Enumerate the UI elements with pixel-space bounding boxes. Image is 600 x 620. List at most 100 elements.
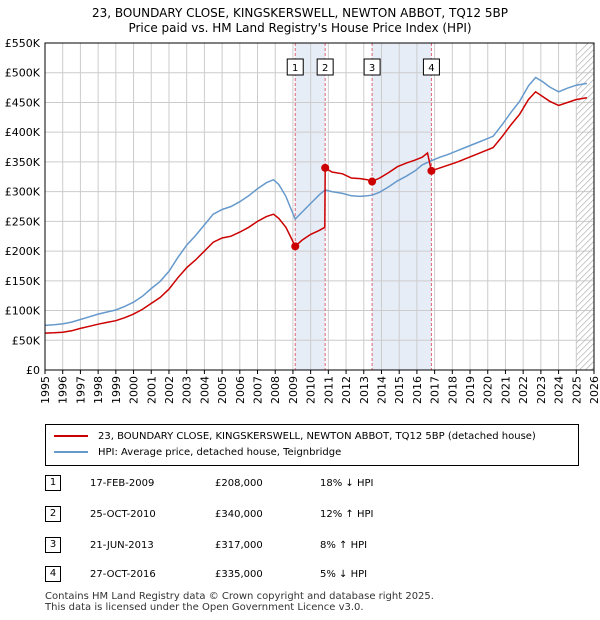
hatch-line <box>576 337 595 356</box>
hatch-line <box>576 223 595 242</box>
hatch-line <box>576 325 595 344</box>
hatch-line <box>576 139 595 158</box>
hatch-line <box>576 241 595 260</box>
transaction-number: 4 <box>45 566 61 582</box>
hatch-line <box>576 175 595 194</box>
hatch-line <box>576 319 595 338</box>
hatch-line <box>576 307 595 326</box>
hatch-line <box>576 343 595 362</box>
y-tick-label: £400K <box>5 126 41 139</box>
x-tick-label: 2014 <box>375 376 388 404</box>
hatch-line <box>576 115 595 134</box>
hatch-line <box>576 271 595 290</box>
hatch-line <box>576 121 595 140</box>
y-tick-label: £350K <box>5 156 41 169</box>
transaction-price: £208,000 <box>215 478 263 489</box>
legend-swatch-property <box>54 435 88 437</box>
y-tick-label: £100K <box>5 305 41 318</box>
transaction-marker-label: 2 <box>322 63 328 74</box>
footer-copyright: Contains HM Land Registry data © Crown c… <box>45 591 434 602</box>
hatch-line <box>576 43 589 56</box>
hatch-line <box>576 133 595 152</box>
y-tick-label: £0 <box>26 364 40 377</box>
hatch-line <box>576 217 595 236</box>
price-chart: 1 2 3 4 £0 £50K £100K £150K £200K £250K £300K £350… <box>5 37 600 404</box>
sale-point <box>427 166 436 175</box>
x-tick-label: 1996 <box>57 376 70 404</box>
chart-subtitle: Price paid vs. HM Land Registry's House … <box>128 21 472 35</box>
x-tick-label: 2007 <box>252 376 265 404</box>
transaction-hpi: 8% ↑ HPI <box>320 540 368 551</box>
hatch-line <box>576 247 595 266</box>
transaction-hpi: 12% ↑ HPI <box>320 509 374 520</box>
x-tick-label: 2002 <box>163 376 176 404</box>
x-tick-label: 2019 <box>464 376 477 404</box>
hatch-line <box>584 361 595 370</box>
sale-point <box>368 177 377 186</box>
transaction-row: 4 27-OCT-2016 £335,000 5% ↓ HPI <box>45 566 445 584</box>
transaction-date: 25-OCT-2010 <box>90 509 156 520</box>
transaction-marker-label: 1 <box>292 63 298 74</box>
transaction-price: £335,000 <box>215 569 263 580</box>
transaction-marker-box <box>363 58 381 76</box>
hatch-line <box>576 127 595 146</box>
x-tick-label: 2015 <box>393 376 406 404</box>
hatch-line <box>576 295 595 314</box>
transaction-row: 3 21-JUN-2013 £317,000 8% ↑ HPI <box>45 537 445 555</box>
hatch-line <box>576 301 595 320</box>
plot-frame <box>44 42 595 371</box>
transaction-date: 17-FEB-2009 <box>90 478 155 489</box>
hatch-line <box>576 169 595 188</box>
transaction-row: 1 17-FEB-2009 £208,000 18% ↓ HPI <box>45 475 445 493</box>
transaction-hpi: 18% ↓ HPI <box>320 478 374 489</box>
hatch-line <box>576 265 595 284</box>
legend-label-property: 23, BOUNDARY CLOSE, KINGSKERSWELL, NEWTO… <box>98 431 536 442</box>
x-tick-label: 2012 <box>340 376 353 404</box>
x-tick-label: 2020 <box>482 376 495 404</box>
x-tick-label: 2016 <box>411 376 424 404</box>
legend-label-hpi: HPI: Average price, detached house, Teig… <box>98 447 342 458</box>
y-tick-label: £450K <box>5 96 41 109</box>
hatch-line <box>576 43 595 62</box>
y-tick-label: £500K <box>5 67 41 80</box>
chart-title: 23, BOUNDARY CLOSE, KINGSKERSWELL, NEWTO… <box>92 6 508 20</box>
x-tick-label: 2005 <box>216 376 229 404</box>
y-tick-label: £550K <box>5 37 41 50</box>
x-tick-label: 2018 <box>446 376 459 404</box>
x-tick-label: 2021 <box>499 376 512 404</box>
y-tick-label: £50K <box>12 334 41 347</box>
hatch-line <box>576 283 595 302</box>
transaction-row: 2 25-OCT-2010 £340,000 12% ↑ HPI <box>45 506 445 524</box>
transaction-number: 3 <box>45 537 61 553</box>
hatch-line <box>576 61 595 80</box>
transaction-number: 2 <box>45 506 61 522</box>
hatch-line <box>576 253 595 272</box>
transaction-marker-label: 3 <box>369 63 375 74</box>
x-tick-label: 2010 <box>305 376 318 404</box>
x-tick-label: 2008 <box>269 376 282 404</box>
hatch-line <box>576 151 595 170</box>
hatch-line <box>576 235 595 254</box>
x-tick-label: 2024 <box>553 376 566 404</box>
hatch-line <box>576 289 595 308</box>
transaction-number: 1 <box>45 475 61 491</box>
sale-point <box>291 242 300 251</box>
hatch-line <box>576 199 595 218</box>
x-tick-label: 2017 <box>429 376 442 404</box>
x-tick-label: 2006 <box>234 376 247 404</box>
transaction-date: 27-OCT-2016 <box>90 569 156 580</box>
hatch-line <box>576 193 595 212</box>
hatch-line <box>578 355 595 370</box>
transaction-price: £340,000 <box>215 509 263 520</box>
legend-item-hpi: HPI: Average price, detached house, Teig… <box>54 446 341 460</box>
hatch-line <box>576 205 595 224</box>
transaction-marker-box <box>286 58 304 76</box>
sale-point <box>321 163 330 172</box>
hatch-line <box>576 67 595 86</box>
x-tick-label: 2009 <box>287 376 300 404</box>
transaction-hpi: 5% ↓ HPI <box>320 569 368 580</box>
x-tick-label: 2022 <box>517 376 530 404</box>
x-tick-label: 2013 <box>358 376 371 404</box>
hatch-line <box>576 85 595 104</box>
hatch-line <box>576 109 595 128</box>
